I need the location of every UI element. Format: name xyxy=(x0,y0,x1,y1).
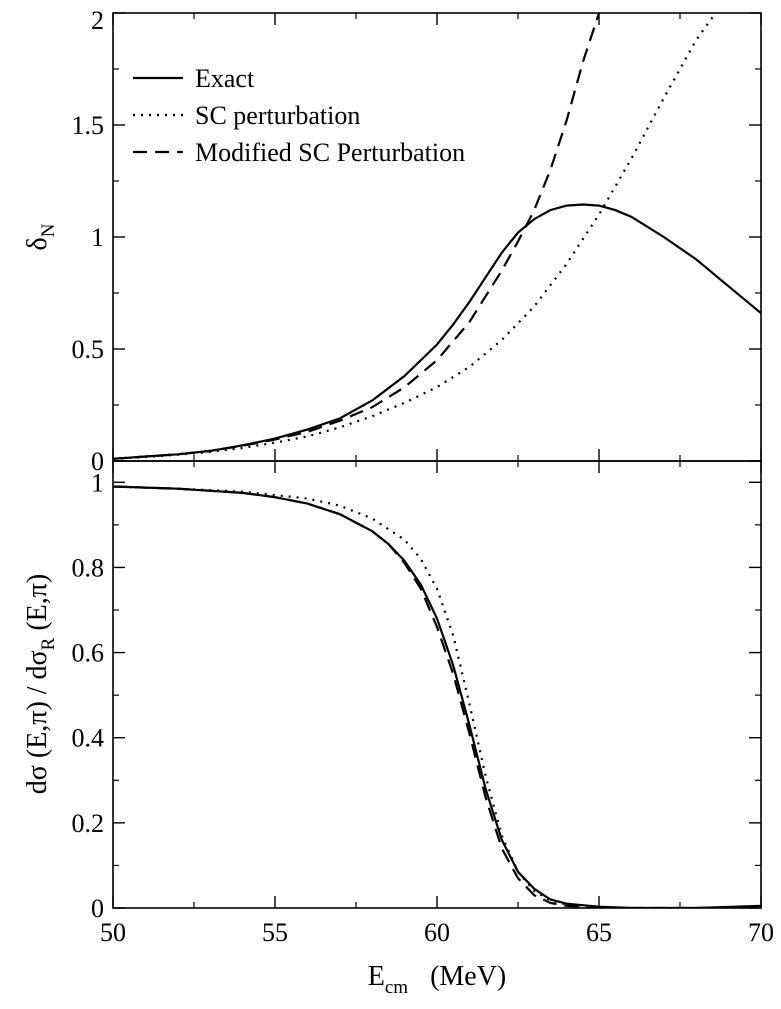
y-axis-title-bottom: dσ (E,π) / dσR (E,π) xyxy=(22,574,59,794)
y-tick-label: 0.2 xyxy=(72,809,105,838)
legend-label: Exact xyxy=(195,64,255,93)
legend-label: SC perturbation xyxy=(195,101,360,130)
plot-frame-bottom xyxy=(112,460,762,909)
y-tick-label: 0.8 xyxy=(72,553,105,582)
y-tick-label: 0.6 xyxy=(72,639,105,668)
series-line-solid-top xyxy=(113,203,761,460)
x-tick-label: 55 xyxy=(262,918,288,947)
legend-label: Modified SC Perturbation xyxy=(195,138,465,167)
axis-labels: δN dσ (E,π) / dσR (E,π) Ecm (MeV) xyxy=(22,223,506,998)
series-line-solid-bottom xyxy=(113,485,761,908)
series-line-dashed-top xyxy=(113,13,601,460)
y-tick-label: 2 xyxy=(91,6,104,35)
x-tick-label: 50 xyxy=(100,918,126,947)
series-line-dotted-bottom xyxy=(113,485,761,908)
y-tick-label: 1.5 xyxy=(72,111,105,140)
x-axis-title: Ecm (MeV) xyxy=(368,961,507,998)
y-tick-label: 0.4 xyxy=(72,724,105,753)
y-tick-label: 0.5 xyxy=(72,335,105,364)
y-tick-label: 1 xyxy=(91,223,104,252)
bottom-panel: 50 55 60 65 70 0 0.2 0.4 0.6 0.8 1 xyxy=(72,460,774,947)
series-line-dashed-bottom xyxy=(113,485,761,908)
top-panel: 0 0.5 1 1.5 2 Exact SC perturbation Modified SC… xyxy=(72,6,762,476)
x-tick-label: 60 xyxy=(424,918,450,947)
y-tick-label: 0 xyxy=(91,894,104,923)
y-axis-title-top: δN xyxy=(22,223,59,250)
y-tick-label: 0 xyxy=(91,447,104,476)
y-tick-label: 1 xyxy=(91,468,104,497)
x-tick-label: 65 xyxy=(586,918,612,947)
x-tick-label: 70 xyxy=(748,918,774,947)
